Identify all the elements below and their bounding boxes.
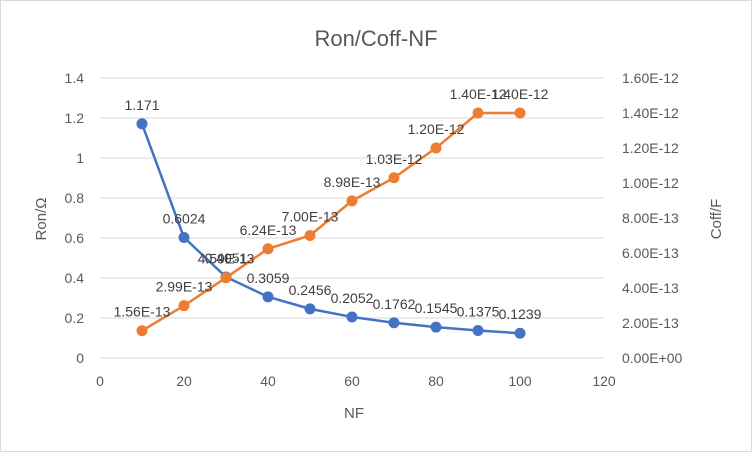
data-point [304, 303, 316, 315]
data-label: 1.40E-12 [492, 86, 549, 102]
chart-title: Ron/Coff-NF [314, 26, 437, 51]
right-tick-label: 2.00E-13 [622, 315, 679, 331]
data-point [178, 232, 190, 244]
series-line [140, 123, 521, 335]
data-point [346, 311, 358, 323]
left-tick-label: 1 [76, 150, 84, 166]
series-line [141, 111, 520, 332]
right-tick-label: 6.00E-13 [622, 245, 679, 261]
data-point [304, 230, 316, 241]
x-tick-label: 40 [260, 373, 276, 389]
data-label: 0.4051 [205, 250, 248, 266]
right-tick-label: 1.40E-12 [622, 105, 679, 121]
x-tick-label: 20 [176, 373, 192, 389]
data-point [220, 272, 232, 284]
x-axis-ticks: 0 20 40 60 80 100 120 [96, 373, 616, 389]
data-point [514, 327, 526, 339]
left-tick-label: 0.6 [65, 230, 85, 246]
data-label: 1.56E-13 [114, 304, 171, 320]
left-tick-label: 0.4 [65, 270, 85, 286]
data-label: 0.1239 [499, 306, 542, 322]
x-tick-label: 100 [508, 373, 532, 389]
x-tick-label: 120 [592, 373, 616, 389]
data-point [136, 325, 148, 337]
data-label: 0.6024 [163, 211, 206, 227]
x-axis-title: NF [344, 405, 364, 422]
data-point [388, 317, 400, 329]
data-label: 0.1375 [457, 304, 500, 320]
left-tick-label: 0.8 [65, 190, 85, 206]
data-label: 1.03E-12 [366, 151, 423, 167]
right-tick-label: 4.00E-13 [622, 280, 679, 296]
data-point [136, 118, 148, 130]
right-axis-title: Coff/F [708, 199, 725, 240]
data-point [472, 325, 484, 336]
data-point [346, 195, 358, 207]
data-label: 0.1762 [373, 296, 416, 312]
left-tick-label: 0 [76, 350, 84, 366]
data-label: 6.24E-13 [240, 222, 297, 238]
data-label: 8.98E-13 [324, 174, 381, 190]
x-tick-label: 80 [428, 373, 444, 389]
data-label: 1.20E-12 [408, 121, 465, 137]
data-point [430, 321, 442, 333]
data-point [514, 107, 526, 119]
data-label: 0.2456 [289, 282, 332, 298]
left-axis-ticks: 0 0.2 0.4 0.6 0.8 1 1.2 1.4 [65, 70, 85, 366]
x-tick-label: 60 [344, 373, 360, 389]
data-label: 7.00E-13 [282, 209, 339, 225]
left-tick-label: 1.4 [65, 70, 85, 86]
right-tick-label: 1.00E-12 [622, 175, 679, 191]
data-label: 2.99E-13 [156, 279, 213, 295]
right-axis-ticks: 0.00E+00 2.00E-13 4.00E-13 6.00E-13 8.00E-13… [622, 70, 683, 366]
left-tick-label: 0.2 [65, 310, 85, 326]
x-tick-label: 0 [96, 373, 104, 389]
data-point [178, 300, 190, 312]
data-point [388, 172, 400, 184]
right-tick-label: 0.00E+00 [622, 350, 683, 366]
data-point [472, 107, 484, 119]
series-layer [136, 107, 526, 339]
data-label: 0.2052 [331, 290, 374, 306]
right-tick-label: 1.20E-12 [622, 140, 679, 156]
data-label: 4.59E-13 [198, 251, 255, 267]
data-label: 1.40E-12 [450, 86, 507, 102]
data-point [430, 142, 442, 154]
right-tick-label: 1.60E-12 [622, 70, 679, 86]
data-label: 1.171 [124, 97, 159, 113]
data-label: 0.3059 [247, 270, 290, 286]
data-label: 0.1545 [415, 300, 458, 316]
left-axis-title: Ron/Ω [33, 198, 50, 241]
right-tick-label: 8.00E-13 [622, 210, 679, 226]
left-tick-label: 1.2 [65, 110, 85, 126]
data-point [262, 243, 274, 255]
data-point [262, 291, 274, 303]
